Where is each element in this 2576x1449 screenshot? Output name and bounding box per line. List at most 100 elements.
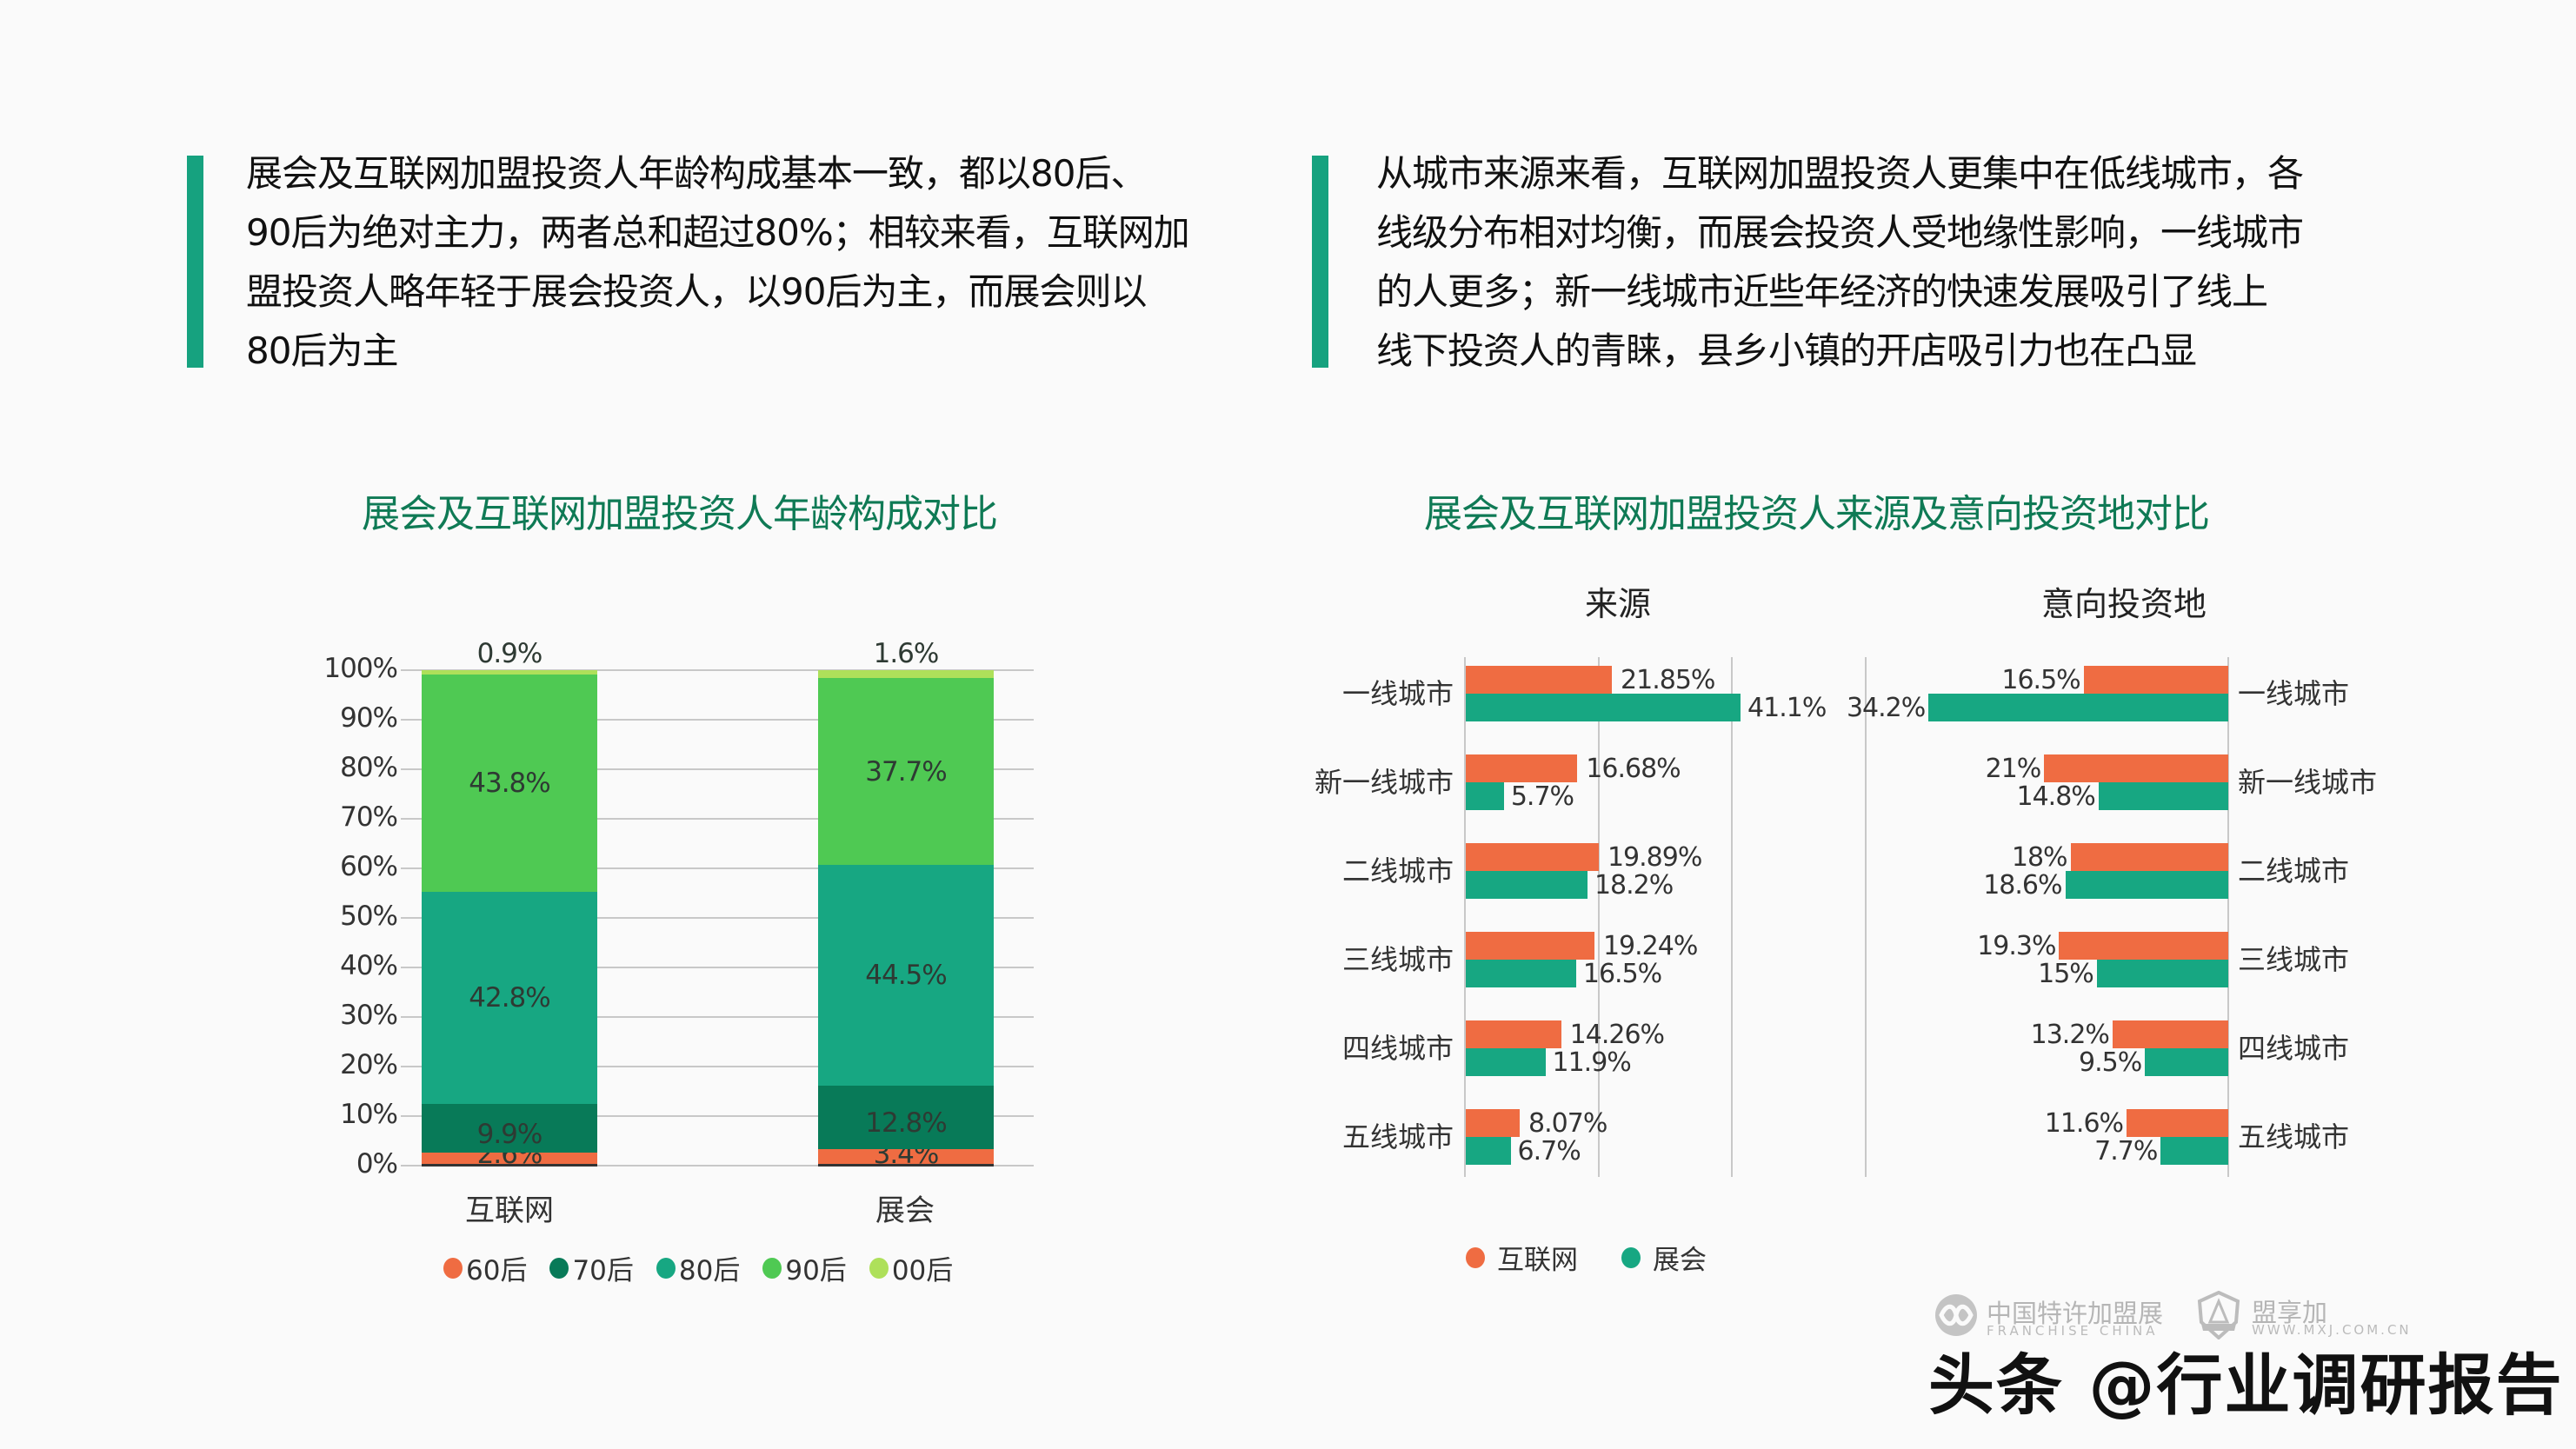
legend-item-90[interactable]: 90后 xyxy=(762,1248,847,1287)
source-city-label: 新一线城市 xyxy=(1314,766,1454,799)
source-city-label: 四线城市 xyxy=(1341,1032,1454,1065)
summary-line: 展会及互联网加盟投资人年龄构成基本一致，都以80后、 xyxy=(246,152,1147,195)
source-gridline xyxy=(1598,657,1600,1177)
segment-value-label: 43.8% xyxy=(469,767,550,799)
target-city-label: 二线城市 xyxy=(2238,854,2350,887)
y-tick-label: 20% xyxy=(340,1049,398,1080)
target-bar-internet[interactable] xyxy=(2070,843,2228,871)
right-accent-bar xyxy=(1312,156,1328,368)
source-bar-internet[interactable] xyxy=(1466,666,1613,694)
source-value-expo: 16.5% xyxy=(1582,959,1662,989)
legend-item-80[interactable]: 80后 xyxy=(656,1248,740,1287)
bar-segment-s60[interactable] xyxy=(422,1153,597,1166)
summary-line: 盟投资人略年轻于展会投资人，以90后为主，而展会则以 xyxy=(246,270,1147,313)
bar-segment-s90[interactable] xyxy=(422,675,597,892)
bar-segment-s80[interactable] xyxy=(422,891,597,1104)
source-value-internet: 19.24% xyxy=(1602,931,1698,961)
target-value-internet: 16.5% xyxy=(2001,665,2080,695)
source-bar-expo[interactable] xyxy=(1466,871,1588,899)
age-legend: 60后 70后 80后 90后 00后 xyxy=(443,1248,975,1287)
source-city-label: 二线城市 xyxy=(1341,854,1454,887)
source-bar-internet[interactable] xyxy=(1466,843,1599,871)
gridline xyxy=(401,867,1034,869)
summary-line: 线下投资人的青睐，县乡小镇的开店吸引力也在凸显 xyxy=(1376,329,2197,372)
source-gridline xyxy=(1731,657,1733,1177)
y-tick-label: 30% xyxy=(340,1000,398,1031)
y-tick-label: 100% xyxy=(323,653,398,684)
legend-item-00[interactable]: 00后 xyxy=(869,1248,953,1287)
summary-line: 从城市来源来看，互联网加盟投资人更集中在低线城市，各 xyxy=(1376,152,2304,195)
bar-segment-s00[interactable] xyxy=(422,670,597,675)
target-value-expo: 34.2% xyxy=(1846,693,1926,723)
legend-dot-icon xyxy=(1621,1246,1641,1268)
source-bar-internet[interactable] xyxy=(1466,1109,1521,1137)
target-value-internet: 13.2% xyxy=(2030,1020,2110,1050)
legend-item-expo[interactable]: 展会 xyxy=(1621,1238,1707,1277)
y-tick-label: 90% xyxy=(340,702,398,734)
target-bar-internet[interactable] xyxy=(2059,932,2228,960)
target-value-expo: 18.6% xyxy=(1983,870,2062,901)
source-bar-internet[interactable] xyxy=(1466,1020,1561,1048)
target-value-internet: 18% xyxy=(2011,842,2068,873)
target-value-internet: 19.3% xyxy=(1977,931,2056,961)
gridline xyxy=(401,669,1034,671)
source-subtitle: 来源 xyxy=(1585,585,1652,623)
target-bar-expo[interactable] xyxy=(2160,1137,2228,1165)
legend-dot-icon xyxy=(762,1257,782,1279)
source-bar-expo[interactable] xyxy=(1466,782,1504,810)
target-city-label: 五线城市 xyxy=(2238,1120,2350,1153)
left-summary: 展会及互联网加盟投资人年龄构成基本一致，都以80后、 90后为绝对主力，两者总和… xyxy=(246,144,1272,381)
target-bar-internet[interactable] xyxy=(2044,754,2228,782)
bar-segment-s70[interactable] xyxy=(818,1085,994,1149)
bar-segment-s00[interactable] xyxy=(818,670,994,679)
segment-value-label: 44.5% xyxy=(865,959,947,991)
segment-value-label: 37.7% xyxy=(865,755,947,788)
target-bar-expo[interactable] xyxy=(2098,782,2228,810)
segment-value-label: 9.9% xyxy=(476,1118,543,1150)
target-gridline xyxy=(2227,657,2229,1177)
gridline xyxy=(401,1115,1034,1117)
shield-logo-icon xyxy=(2197,1291,2240,1339)
gridline xyxy=(401,917,1034,919)
target-value-expo: 15% xyxy=(2038,959,2094,989)
target-bar-internet[interactable] xyxy=(2112,1020,2228,1048)
bar-segment-s60[interactable] xyxy=(818,1148,994,1166)
source-value-expo: 5.7% xyxy=(1510,781,1574,812)
bar-segment-s80[interactable] xyxy=(818,865,994,1086)
source-bar-expo[interactable] xyxy=(1466,1048,1546,1076)
target-bar-internet[interactable] xyxy=(2127,1109,2228,1137)
gridline xyxy=(401,1016,1034,1018)
source-gridline xyxy=(1464,657,1466,1177)
target-value-internet: 21% xyxy=(1985,754,2042,784)
target-bar-internet[interactable] xyxy=(2083,666,2228,694)
right-summary: 从城市来源来看，互联网加盟投资人更集中在低线城市，各 线级分布相对均衡，而展会投… xyxy=(1376,144,2420,381)
target-city-label: 新一线城市 xyxy=(2238,766,2378,799)
target-bar-expo[interactable] xyxy=(2096,960,2228,987)
legend-item-internet[interactable]: 互联网 xyxy=(1466,1238,1578,1277)
source-value-internet: 16.68% xyxy=(1586,754,1681,784)
legend-dot-icon xyxy=(443,1257,463,1279)
target-bar-expo[interactable] xyxy=(2065,871,2228,899)
target-gridline xyxy=(1865,657,1867,1177)
target-value-expo: 14.8% xyxy=(2016,781,2096,812)
legend-item-60[interactable]: 60后 xyxy=(443,1248,527,1287)
target-bar-expo[interactable] xyxy=(2145,1048,2228,1076)
source-value-internet: 8.07% xyxy=(1528,1108,1608,1139)
legend-dot-icon xyxy=(1466,1246,1485,1268)
source-bar-expo[interactable] xyxy=(1466,1137,1511,1165)
summary-line: 的人更多；新一线城市近些年经济的快速发展吸引了线上 xyxy=(1376,270,2268,313)
target-value-internet: 11.6% xyxy=(2044,1108,2124,1139)
age-chart-title: 展会及互联网加盟投资人年龄构成对比 xyxy=(362,492,998,536)
bar-segment-s90[interactable] xyxy=(818,678,994,865)
source-bar-expo[interactable] xyxy=(1466,694,1741,721)
target-city-label: 四线城市 xyxy=(2238,1032,2350,1065)
source-bar-internet[interactable] xyxy=(1466,932,1594,960)
legend-item-70[interactable]: 70后 xyxy=(549,1248,634,1287)
source-bar-internet[interactable] xyxy=(1466,754,1578,782)
summary-line: 线级分布相对均衡，而展会投资人受地缘性影响，一线城市 xyxy=(1376,211,2304,254)
bar-segment-s70[interactable] xyxy=(422,1103,597,1153)
gridline xyxy=(401,1165,1034,1167)
source-bar-expo[interactable] xyxy=(1466,960,1576,987)
summary-line: 80后为主 xyxy=(246,329,398,372)
target-bar-expo[interactable] xyxy=(1928,694,2228,721)
